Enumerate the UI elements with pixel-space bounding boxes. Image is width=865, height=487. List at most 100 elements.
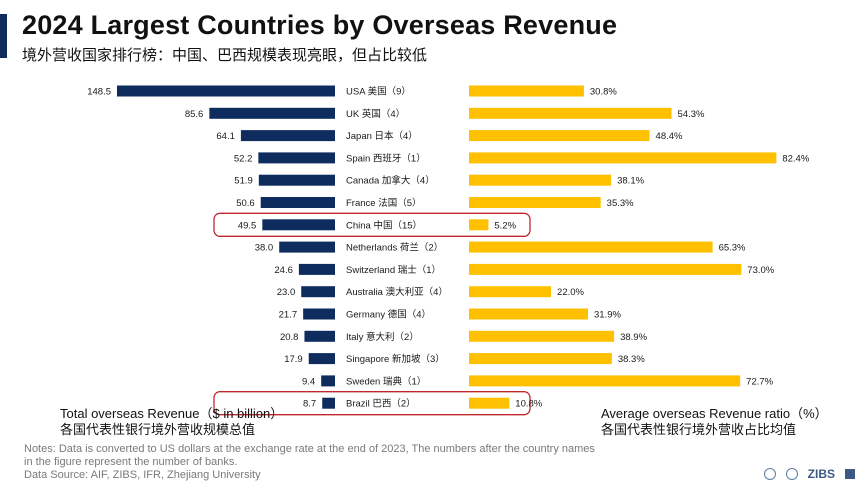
revenue-value-label: 148.5 [87, 87, 111, 98]
ratio-value-label: 38.3% [618, 354, 645, 365]
country-label: Germany 德国（4） [346, 309, 431, 321]
revenue-bar [303, 308, 335, 320]
seal-icon [785, 468, 798, 480]
revenue-bar [301, 286, 335, 298]
country-label: Netherlands 荷兰（2） [346, 242, 443, 254]
revenue-bar [260, 197, 335, 208]
zibs-logo: ZIBS [808, 467, 835, 481]
ratio-bar [469, 286, 552, 298]
ratio-bar [469, 130, 650, 142]
ratio-value-label: 48.4% [656, 131, 683, 142]
overseas-revenue-chart: 148.5 USA 美国（9） 30.8% 85.6 UK 英国（4） 54.3% 64.1… [87, 85, 810, 416]
country-label: France 法国（5） [346, 197, 422, 209]
country-label: Japan 日本（4） [346, 130, 418, 142]
footnote-line-2: in the figure represent the number of ba… [24, 456, 238, 468]
country-label: Australia 澳大利亚（4） [346, 286, 448, 298]
country-label: Sweden 瑞典（1） [346, 375, 426, 387]
ratio-value-label: 10.8% [515, 399, 542, 410]
footer-logos: ZIBS [763, 467, 855, 481]
revenue-value-label: 21.7 [279, 310, 298, 321]
ratio-value-label: 72.7% [746, 376, 773, 387]
highlight-frame [213, 391, 531, 416]
ratio-value-label: 65.3% [719, 243, 746, 254]
revenue-value-label: 8.7 [303, 399, 316, 410]
ratio-value-label: 35.3% [607, 198, 634, 209]
ratio-value-label: 82.4% [782, 153, 809, 164]
ratio-bar [469, 241, 713, 253]
revenue-value-label: 20.8 [280, 332, 299, 343]
revenue-bar [240, 130, 335, 142]
country-label: China 中国（15） [346, 219, 422, 231]
ratio-bar [469, 174, 612, 186]
revenue-bar [209, 107, 335, 119]
revenue-bar [298, 263, 335, 275]
ratio-legend-cn: 各国代表性银行境外营收占比均值 [601, 422, 797, 437]
ratio-bar [469, 375, 741, 387]
ratio-bar [469, 152, 777, 164]
country-label: Canada 加拿大（4） [346, 175, 435, 187]
ratio-bar [469, 308, 588, 320]
revenue-bar [321, 375, 335, 387]
revenue-value-label: 85.6 [185, 109, 204, 120]
data-source: Data Source: AIF, ZIBS, IFR, Zhejiang Un… [24, 469, 261, 481]
ratio-value-label: 38.9% [620, 332, 647, 343]
revenue-bar [258, 174, 335, 186]
country-label: Brazil 巴西（2） [346, 398, 416, 410]
ratio-legend: Average overseas Revenue ratio（%） 各国代表性银… [601, 406, 828, 438]
ratio-value-label: 38.1% [617, 176, 644, 187]
research-logo [845, 469, 855, 479]
revenue-value-label: 49.5 [238, 220, 257, 231]
country-label: USA 美国（9） [346, 86, 411, 98]
page-title: 2024 Largest Countries by Overseas Reven… [22, 10, 618, 40]
country-label: Italy 意大利（2） [346, 331, 419, 343]
revenue-value-label: 38.0 [255, 243, 274, 254]
country-label: Spain 西班牙（1） [346, 152, 426, 164]
revenue-legend-en: Total overseas Revenue（$ in billion） [60, 406, 284, 421]
revenue-bar [279, 241, 335, 253]
page-subtitle: 境外营收国家排行榜：中国、巴西规模表现亮眼，但占比较低 [22, 47, 428, 64]
country-label: Singapore 新加坡（3） [346, 353, 445, 365]
ratio-bar [469, 219, 489, 231]
revenue-value-label: 17.9 [284, 354, 303, 365]
ratio-bar [469, 397, 510, 409]
revenue-bar [304, 330, 335, 342]
ratio-bar [469, 107, 672, 119]
ratio-value-label: 54.3% [678, 109, 705, 120]
revenue-value-label: 52.2 [234, 153, 253, 164]
ratio-bar [469, 197, 601, 208]
revenue-bar [117, 85, 335, 97]
country-label: Switzerland 瑞士（1） [346, 264, 441, 276]
country-label: UK 英国（4） [346, 108, 405, 120]
title-accent-bar [0, 14, 7, 58]
revenue-value-label: 51.9 [234, 176, 253, 187]
ratio-bar [469, 353, 612, 365]
footnote: Notes: Data is converted to US dollars a… [24, 443, 624, 482]
revenue-bar [258, 152, 335, 164]
highlight-frame [213, 212, 531, 237]
ratio-legend-en: Average overseas Revenue ratio（%） [601, 406, 828, 421]
ratio-bar [469, 263, 742, 275]
revenue-value-label: 23.0 [277, 287, 296, 298]
ratio-bar [469, 85, 584, 97]
revenue-value-label: 9.4 [302, 376, 315, 387]
square-icon [845, 469, 855, 479]
ratio-value-label: 73.0% [747, 265, 774, 276]
revenue-value-label: 50.6 [236, 198, 255, 209]
ratio-value-label: 30.8% [590, 87, 617, 98]
revenue-value-label: 64.1 [216, 131, 235, 142]
university-logo [763, 468, 776, 480]
ratio-value-label: 31.9% [594, 310, 621, 321]
revenue-bar [262, 219, 335, 231]
zibs-logo-text: ZIBS [807, 467, 835, 481]
revenue-bar [322, 397, 335, 409]
seal-icon [763, 468, 776, 480]
institute-logo [785, 468, 798, 480]
revenue-value-label: 24.6 [274, 265, 293, 276]
ratio-bar [469, 330, 615, 342]
revenue-bar [308, 353, 335, 365]
footnote-line-1: Notes: Data is converted to US dollars a… [24, 443, 595, 455]
ratio-value-label: 5.2% [494, 220, 516, 231]
ratio-value-label: 22.0% [557, 287, 584, 298]
revenue-legend: Total overseas Revenue（$ in billion） 各国代… [60, 406, 283, 438]
revenue-legend-cn: 各国代表性银行境外营收规模总值 [60, 422, 256, 437]
